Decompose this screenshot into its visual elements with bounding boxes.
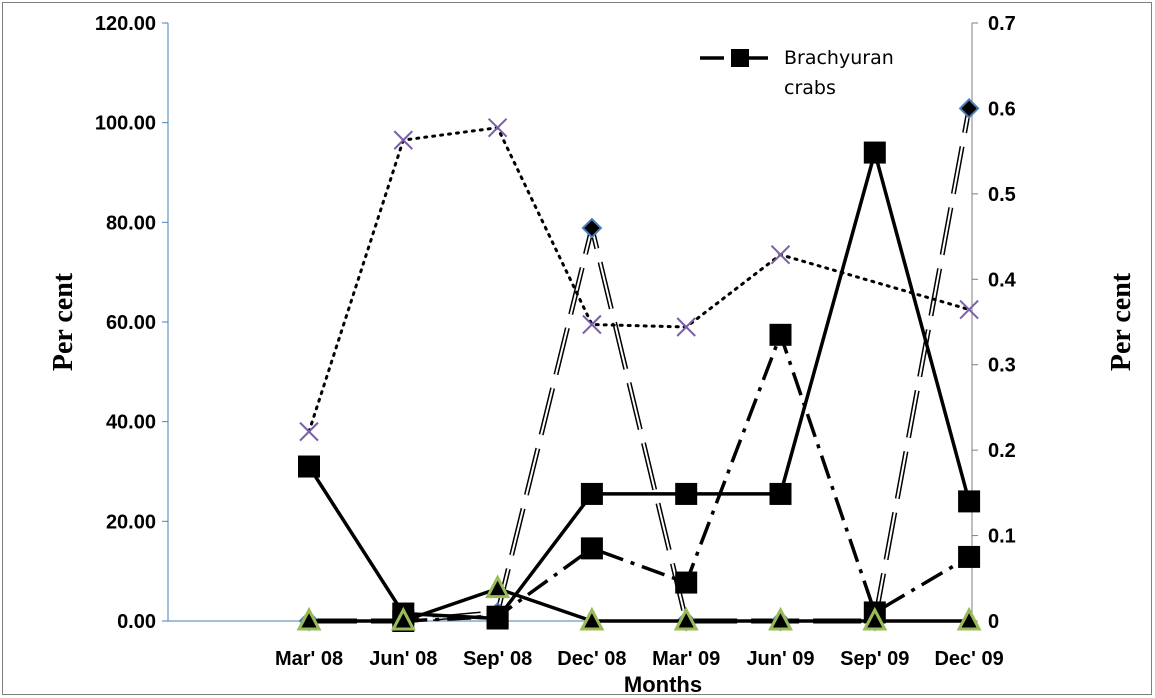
y-left-tick-label: 100.00 bbox=[95, 113, 156, 135]
series-1 bbox=[392, 323, 981, 632]
x-tick-label: Dec' 08 bbox=[557, 648, 626, 670]
data-point-triangle bbox=[485, 574, 511, 599]
y-right-tick-label: 0.7 bbox=[988, 13, 1016, 35]
y-right-tick-label: 0.2 bbox=[988, 440, 1016, 462]
legend-label-line1: Brachyuran bbox=[784, 47, 894, 69]
data-point-x bbox=[487, 117, 508, 138]
y-left-tick-label: 20.00 bbox=[106, 511, 156, 533]
y-right-tick-label: 0.6 bbox=[988, 98, 1016, 120]
y-right-tick-label: 0.4 bbox=[988, 269, 1017, 291]
data-point-triangle bbox=[673, 606, 699, 631]
y-left-tick-label: 120.00 bbox=[95, 13, 156, 35]
data-point-triangle bbox=[390, 606, 416, 631]
x-tick-label: Dec' 09 bbox=[934, 648, 1003, 670]
series-layer bbox=[296, 98, 982, 632]
y-left-tick-label: 40.00 bbox=[106, 412, 156, 434]
data-point-x bbox=[299, 421, 319, 442]
data-point-square bbox=[769, 482, 792, 505]
data-point-triangle bbox=[296, 606, 322, 631]
data-point-square bbox=[863, 141, 886, 164]
y-axis-title-right: Per cent bbox=[1106, 272, 1137, 371]
legend-marker bbox=[731, 49, 749, 67]
data-point-square bbox=[769, 323, 792, 346]
data-point-diamond bbox=[958, 98, 980, 119]
x-tick-label: Sep' 09 bbox=[840, 648, 909, 670]
series-4 bbox=[296, 574, 982, 631]
legend-label-line2: crabs bbox=[784, 77, 836, 99]
data-point-triangle bbox=[768, 606, 793, 631]
series-line bbox=[309, 107, 972, 624]
data-point-square bbox=[580, 537, 603, 560]
data-point-x bbox=[582, 314, 602, 335]
y-right-tick-label: 0.3 bbox=[988, 355, 1016, 377]
x-tick-label: Sep' 08 bbox=[463, 648, 532, 670]
data-point-x bbox=[770, 245, 791, 265]
data-point-triangle bbox=[862, 606, 888, 631]
series-line bbox=[309, 586, 970, 623]
axes: 0.00 20.00 40.00 60.00 80.00 100.00 120.00 0 0.1… bbox=[95, 13, 1017, 670]
data-point-triangle bbox=[956, 606, 982, 631]
data-point-square bbox=[958, 490, 981, 513]
y-right-tick-label: 0.1 bbox=[988, 526, 1016, 548]
x-tick-label: Mar' 08 bbox=[275, 648, 343, 670]
legend: Brachyuran crabs bbox=[700, 47, 894, 99]
y-left-tick-label: 0.00 bbox=[117, 611, 156, 633]
data-point-square bbox=[486, 607, 509, 630]
data-point-square bbox=[675, 482, 698, 505]
series-3 bbox=[298, 98, 980, 632]
series-line bbox=[307, 150, 971, 621]
x-tick-label: Mar' 09 bbox=[652, 648, 720, 670]
x-tick-label: Jun' 09 bbox=[746, 648, 814, 670]
data-point-square bbox=[675, 571, 698, 594]
y-left-tick-label: 60.00 bbox=[106, 312, 156, 334]
y-axis-title-left: Per cent bbox=[48, 272, 79, 371]
y-right-tick-label: 0 bbox=[988, 611, 999, 633]
data-point-x bbox=[393, 130, 414, 150]
data-point-square bbox=[298, 455, 320, 478]
y-left-tick-label: 80.00 bbox=[106, 212, 156, 234]
data-point-square bbox=[580, 482, 603, 505]
data-point-square bbox=[958, 545, 981, 568]
data-point-triangle bbox=[579, 606, 605, 631]
series-2 bbox=[299, 117, 979, 442]
series-0 bbox=[298, 141, 981, 630]
y-right-tick-label: 0.5 bbox=[988, 184, 1016, 206]
x-axis-title: Months bbox=[624, 672, 702, 697]
data-point-diamond bbox=[581, 217, 603, 239]
x-tick-label: Jun' 08 bbox=[369, 648, 437, 670]
data-point-x bbox=[676, 317, 696, 337]
data-point-x bbox=[959, 299, 979, 320]
series-line-inner bbox=[309, 108, 971, 622]
